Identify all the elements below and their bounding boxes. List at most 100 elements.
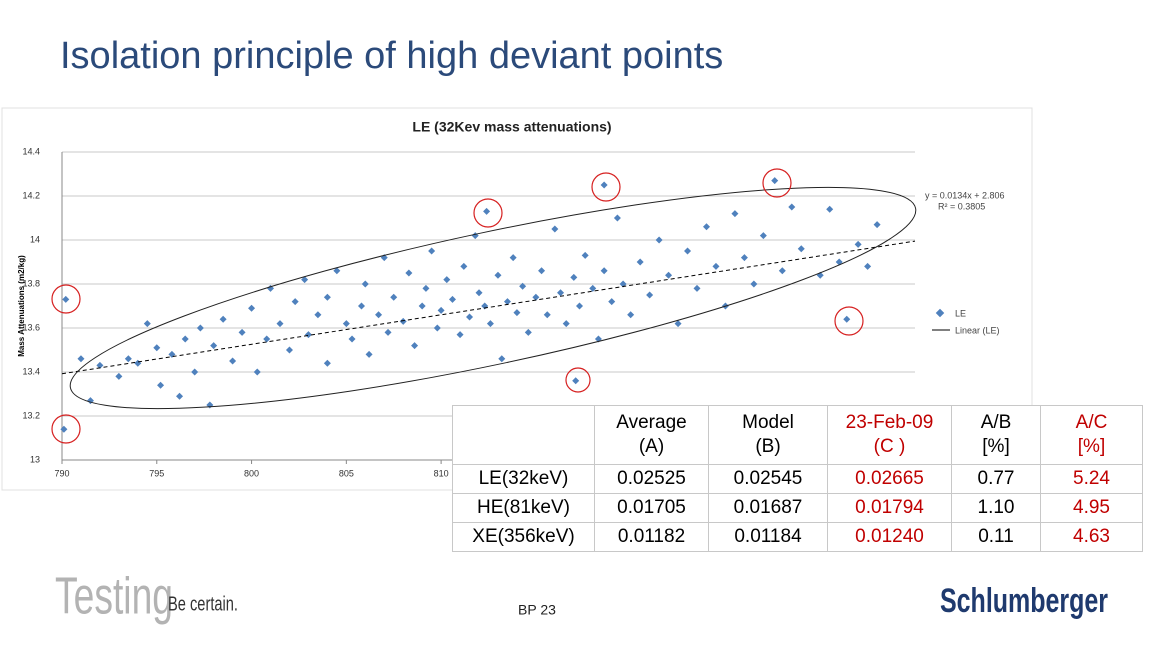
scatter-point: [712, 262, 720, 270]
scatter-point: [740, 254, 748, 262]
scatter-point: [665, 271, 673, 279]
header-line: Average: [616, 412, 687, 433]
scatter-point: [750, 280, 758, 288]
footer-logo: Testing: [55, 568, 173, 626]
scatter-point: [384, 328, 392, 336]
scatter-point: [503, 298, 511, 306]
header-line: A/C: [1075, 412, 1108, 433]
table-cell: [452, 405, 595, 465]
scatter-point: [448, 295, 456, 303]
outlier-circles: [51, 168, 864, 444]
scatter-point: [466, 313, 474, 321]
table-cell: 0.01240: [827, 522, 952, 552]
scatter-point: [608, 298, 616, 306]
table-cell: 0.77: [951, 464, 1041, 494]
x-tick-label: 795: [149, 468, 164, 478]
table-cell: Average (A): [594, 405, 709, 465]
outlier-circle: [473, 198, 503, 228]
table-cell: HE(81keV): [452, 493, 595, 523]
scatter-point: [581, 251, 589, 259]
scatter-point: [153, 344, 161, 352]
scatter-point: [532, 293, 540, 301]
y-tick-label: 13: [30, 454, 40, 464]
table-row: LE(32keV) 0.02525 0.02545 0.02665 0.77 5.24: [452, 464, 1143, 494]
table-cell: 1.10: [951, 493, 1041, 523]
header-line: 23-Feb-09: [845, 412, 934, 433]
x-tick-label: 810: [434, 468, 449, 478]
scatter-point: [759, 232, 767, 240]
scatter-point: [788, 203, 796, 211]
scatter-point: [62, 295, 70, 303]
scatter-point: [238, 328, 246, 336]
y-tick-label: 14: [30, 234, 40, 244]
header-line: (B): [755, 436, 781, 457]
table-cell: 4.63: [1040, 522, 1143, 552]
scatter-point: [519, 282, 527, 290]
outlier-circle: [51, 414, 81, 444]
scatter-point: [771, 177, 779, 185]
scatter-point: [613, 214, 621, 222]
scatter-point: [323, 359, 331, 367]
scatter-point: [219, 315, 227, 323]
scatter-point: [411, 342, 419, 350]
scatter-point: [486, 320, 494, 328]
scatter-point: [428, 247, 436, 255]
table-cell: A/C [%]: [1040, 405, 1143, 465]
scatter-point: [509, 254, 517, 262]
scatter-point: [263, 335, 271, 343]
table-row: XE(356keV) 0.01182 0.01184 0.01240 0.11 4.63: [452, 522, 1143, 552]
header-line: Model: [742, 412, 794, 433]
scatter-point: [124, 355, 132, 363]
scatter-point: [248, 304, 256, 312]
header-line: A/B: [980, 412, 1012, 433]
scatter-point: [498, 355, 506, 363]
scatter-point: [600, 267, 608, 275]
table-cell: 0.01794: [827, 493, 952, 523]
scatter-point: [196, 324, 204, 332]
scatter-point: [456, 331, 464, 339]
scatter-point: [543, 311, 551, 319]
header-line: (A): [638, 436, 665, 457]
scatter-point: [285, 346, 293, 354]
outlier-circle: [591, 172, 621, 202]
scatter-point: [157, 381, 165, 389]
table-cell: XE(356keV): [452, 522, 595, 552]
table-cell: 4.95: [1040, 493, 1143, 523]
table-cell: LE(32keV): [452, 464, 595, 494]
scatter-point: [60, 425, 68, 433]
scatter-point: [572, 377, 580, 385]
scatter-point: [210, 342, 218, 350]
scatter-point: [551, 225, 559, 233]
table-header: Average (A) Model (B) 23-Feb-09 (C ) A/B [%] A/C…: [452, 405, 1143, 465]
header-line: [%]: [982, 436, 1010, 457]
scatter-point: [181, 335, 189, 343]
legend-marker: [935, 308, 945, 318]
y-tick-label: 13.8: [22, 278, 40, 288]
results-table: Average (A) Model (B) 23-Feb-09 (C ) A/B [%] A/C…: [452, 405, 1143, 552]
scatter-point: [96, 361, 104, 369]
table-cell: 0.01182: [594, 522, 709, 552]
scatter-point: [418, 302, 426, 310]
slide-title: Isolation principle of high deviant poin…: [60, 35, 723, 77]
scatter-point: [538, 267, 546, 275]
scatter-point: [433, 324, 441, 332]
outlier-circle: [834, 306, 864, 336]
scatter-point: [826, 205, 834, 213]
scatter-point: [674, 320, 682, 328]
scatter-point: [636, 258, 644, 266]
scatter-point: [524, 328, 532, 336]
scatter-point: [229, 357, 237, 365]
table-cell: Model (B): [708, 405, 828, 465]
scatter-point: [323, 293, 331, 301]
header-line: [%]: [1077, 436, 1106, 457]
table-cell: 0.01705: [594, 493, 709, 523]
table-cell: 0.02545: [708, 464, 828, 494]
scatter-point: [361, 280, 369, 288]
chart-title: LE (32Kev mass attenuations): [412, 119, 611, 135]
scatter-point: [437, 306, 445, 314]
scatter-point: [646, 291, 654, 299]
scatter-point: [115, 372, 123, 380]
table-cell: 0.11: [951, 522, 1041, 552]
scatter-point: [483, 207, 491, 215]
